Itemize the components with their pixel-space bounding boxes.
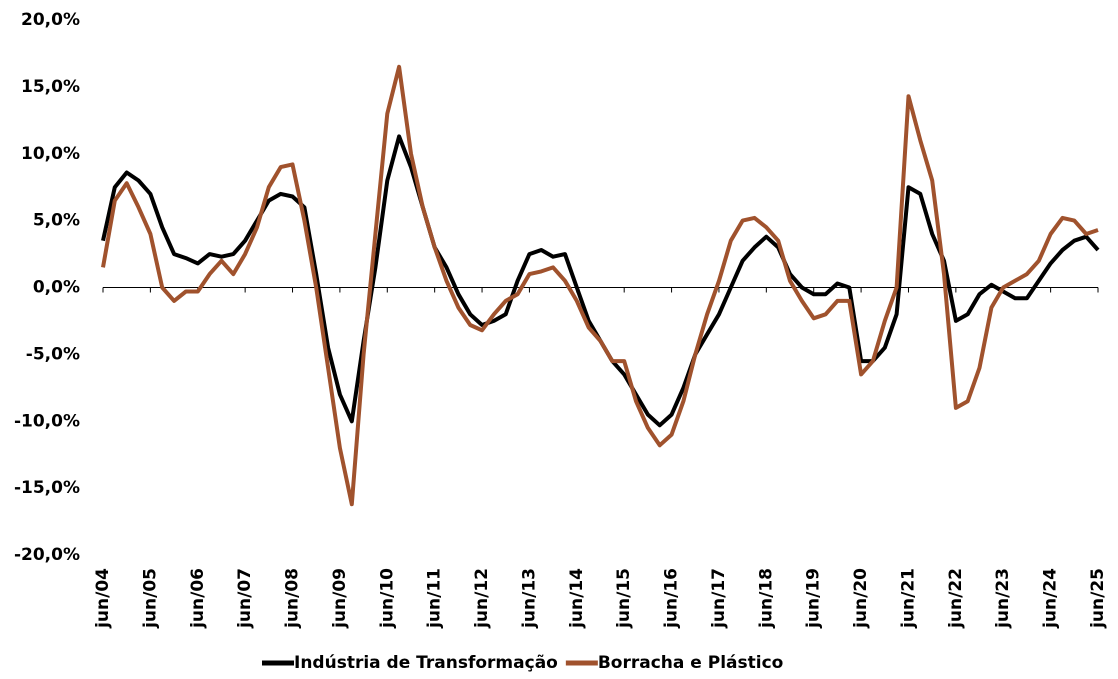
line-series <box>101 134 1100 428</box>
y-tick-label: 15,0% <box>21 77 80 97</box>
x-tick-label: jun/22 <box>946 568 966 629</box>
x-tick-label: jun/07 <box>235 568 255 629</box>
x-tick-label: jun/15 <box>614 568 634 629</box>
x-tick-label: jun/11 <box>425 568 445 629</box>
x-tick-label: jun/23 <box>993 568 1013 629</box>
x-tick-label: jun/19 <box>804 568 824 629</box>
x-tick-label: jun/24 <box>1041 568 1061 629</box>
x-tick-label: jun/06 <box>188 568 208 629</box>
x-tick-label: jun/18 <box>756 568 776 629</box>
x-tick-label: jun/20 <box>851 568 871 629</box>
x-tick-label: jun/13 <box>519 568 539 629</box>
x-tick-label: jun/16 <box>662 568 682 629</box>
y-tick-label: 10,0% <box>21 144 80 164</box>
x-tick-label: jun/10 <box>377 568 397 629</box>
y-tick-label: -5,0% <box>26 344 80 364</box>
line-series <box>101 64 1099 507</box>
y-tick-label: -10,0% <box>14 411 80 431</box>
legend-label: Borracha e Plástico <box>598 653 783 673</box>
x-tick-label: jun/08 <box>283 568 303 629</box>
legend-label: Indústria de Transformação <box>294 653 558 673</box>
x-tick-label: jun/05 <box>140 568 160 629</box>
y-tick-label: -15,0% <box>14 478 80 498</box>
x-tick-label: jun/04 <box>93 568 113 629</box>
x-tick-label: jun/12 <box>472 568 492 629</box>
y-tick-label: 20,0% <box>21 10 80 30</box>
x-tick-label: jun/14 <box>567 568 587 629</box>
x-tick-label: jun/09 <box>330 568 350 629</box>
x-tick-label: jun/25 <box>1088 568 1108 629</box>
y-tick-label: -20,0% <box>14 545 80 565</box>
x-tick-label: jun/17 <box>709 568 729 629</box>
y-tick-label: 5,0% <box>33 211 80 231</box>
x-tick-label: jun/21 <box>898 568 918 629</box>
y-tick-label: 0,0% <box>33 278 80 298</box>
